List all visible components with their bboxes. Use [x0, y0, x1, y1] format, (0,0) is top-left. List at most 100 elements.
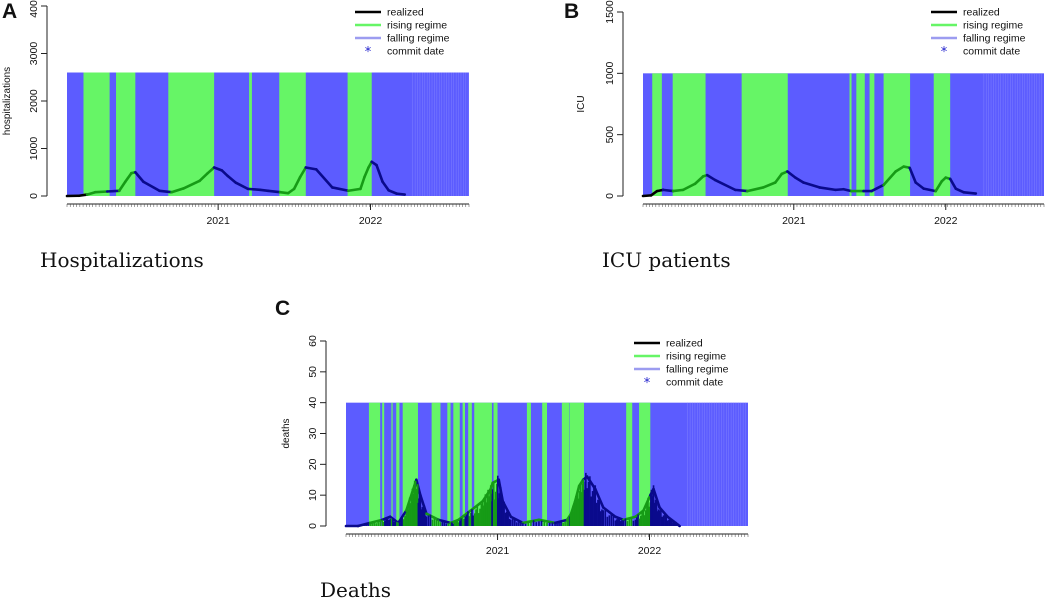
rising-regime-band — [849, 73, 852, 196]
realized-segment — [298, 166, 308, 179]
panel-a-caption: Hospitalizations — [40, 248, 204, 272]
legend-label: falling regime — [387, 33, 450, 45]
rising-regime-band — [652, 73, 662, 196]
y-tick-label: 0 — [28, 193, 40, 199]
rising-regime-band — [116, 72, 136, 196]
realized-segment — [105, 189, 121, 193]
realized-segment — [93, 190, 109, 194]
realized-segment — [182, 179, 201, 190]
rising-regime-band — [672, 73, 706, 196]
realized-segment — [85, 190, 97, 196]
realized-segment — [331, 186, 350, 193]
y-tick-label: 60 — [307, 335, 319, 347]
rising-regime-band — [468, 402, 472, 526]
legend-label: realized — [387, 7, 424, 19]
rising-regime-band — [347, 72, 372, 196]
legend-label: falling regime — [963, 33, 1026, 45]
realized-segment — [380, 515, 392, 522]
legend-label: falling regime — [666, 364, 729, 376]
legend-label: realized — [963, 7, 1000, 19]
realized-segment — [642, 493, 652, 512]
realized-segment — [713, 178, 737, 192]
panel-c-caption: Deaths — [320, 578, 391, 602]
legend-label: commit date — [387, 46, 444, 58]
realized-segment — [395, 192, 406, 196]
realized-segment — [705, 173, 717, 182]
y-tick-label: 2000 — [28, 89, 40, 113]
realized-segment — [671, 188, 685, 193]
realized-segment — [381, 180, 390, 192]
realized-segment — [641, 194, 653, 198]
legend-label: realized — [666, 338, 703, 350]
realized-segment — [158, 189, 173, 194]
y-axis-label: hospitalizations — [2, 67, 13, 135]
rising-regime-band — [249, 72, 252, 196]
realized-segment — [908, 166, 917, 184]
realized-segment — [123, 171, 133, 184]
realized-segment — [226, 174, 238, 184]
x-tick-label: 2021 — [486, 545, 510, 557]
realized-segment — [220, 169, 230, 178]
realized-segment — [786, 170, 797, 179]
legend-label: commit date — [666, 377, 723, 389]
realized-segment — [359, 175, 366, 191]
panel-b-caption: ICU patients — [602, 248, 731, 272]
realized-segment — [266, 189, 282, 194]
realized-segment — [818, 186, 837, 192]
rising-regime-band — [639, 402, 651, 526]
realized-segment — [948, 177, 958, 190]
y-tick-label: 1000 — [28, 137, 40, 161]
x-tick-label: 2022 — [359, 215, 383, 227]
realized-segment — [745, 186, 765, 193]
realized-segment — [278, 190, 290, 195]
legend-label: commit date — [963, 46, 1020, 58]
rising-regime-band — [279, 72, 306, 196]
rising-regime-band — [856, 73, 865, 196]
realized-segment — [802, 181, 821, 189]
realized-segment — [304, 166, 318, 171]
realized-segment — [212, 166, 224, 172]
rising-regime-band — [462, 402, 465, 526]
x-tick-label: 2022 — [638, 545, 662, 557]
realized-segment — [681, 182, 697, 192]
x-tick-label: 2021 — [782, 215, 806, 227]
realized-segment — [914, 181, 926, 190]
realized-segment — [142, 180, 161, 193]
rising-regime-band — [741, 73, 788, 196]
y-tick-label: 4000 — [28, 0, 40, 18]
panel-a-label: A — [2, 0, 18, 23]
realized-segment — [693, 175, 705, 186]
rising-regime-band — [391, 402, 393, 526]
realized-segment — [934, 179, 944, 193]
realized-segment — [292, 175, 302, 191]
realized-segment — [634, 509, 645, 519]
y-axis-label: ICU — [576, 95, 587, 112]
legend-star: * — [644, 376, 651, 391]
realized-segment — [794, 176, 805, 184]
rising-regime-band — [453, 402, 460, 526]
panel-c-label: C — [275, 297, 291, 320]
realized-segment — [761, 181, 777, 189]
realized-segment — [198, 171, 209, 183]
legend-label: rising regime — [387, 20, 447, 32]
rising-regime-band — [626, 402, 633, 526]
y-tick-label: 1500 — [604, 0, 616, 24]
realized-segment — [206, 166, 216, 175]
realized-segment — [375, 163, 384, 184]
realized-segment — [368, 518, 384, 525]
rising-regime-band — [561, 402, 570, 526]
y-tick-label: 30 — [307, 428, 319, 440]
panel-c-deaths: 0 10 20 30 40 50 60 deaths 2021 2022 realizedrisin… — [281, 335, 749, 557]
panel-a-hospitalizations: 0 1000 2000 3000 4000 hospitalizations 2021 202… — [2, 0, 470, 227]
y-tick-label: 40 — [307, 397, 319, 409]
realized-segment — [258, 188, 270, 193]
y-tick-label: 0 — [307, 523, 319, 529]
rising-regime-band — [431, 402, 441, 526]
realized-segment — [314, 168, 334, 189]
realized-segment — [894, 165, 905, 173]
legend-star: * — [365, 45, 372, 60]
y-tick-label: 3000 — [28, 42, 40, 66]
y-tick-label: 50 — [307, 366, 319, 378]
realized-segment — [387, 189, 398, 195]
